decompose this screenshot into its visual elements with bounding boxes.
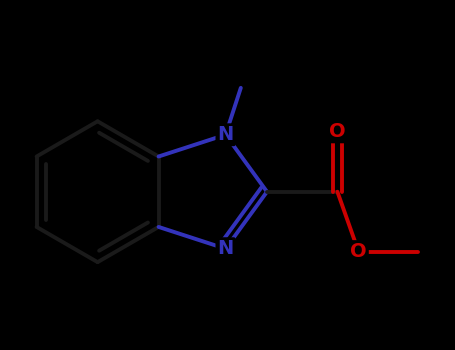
Text: O: O — [329, 122, 346, 141]
Text: O: O — [350, 242, 367, 261]
Text: N: N — [217, 125, 234, 144]
Text: N: N — [217, 239, 234, 258]
